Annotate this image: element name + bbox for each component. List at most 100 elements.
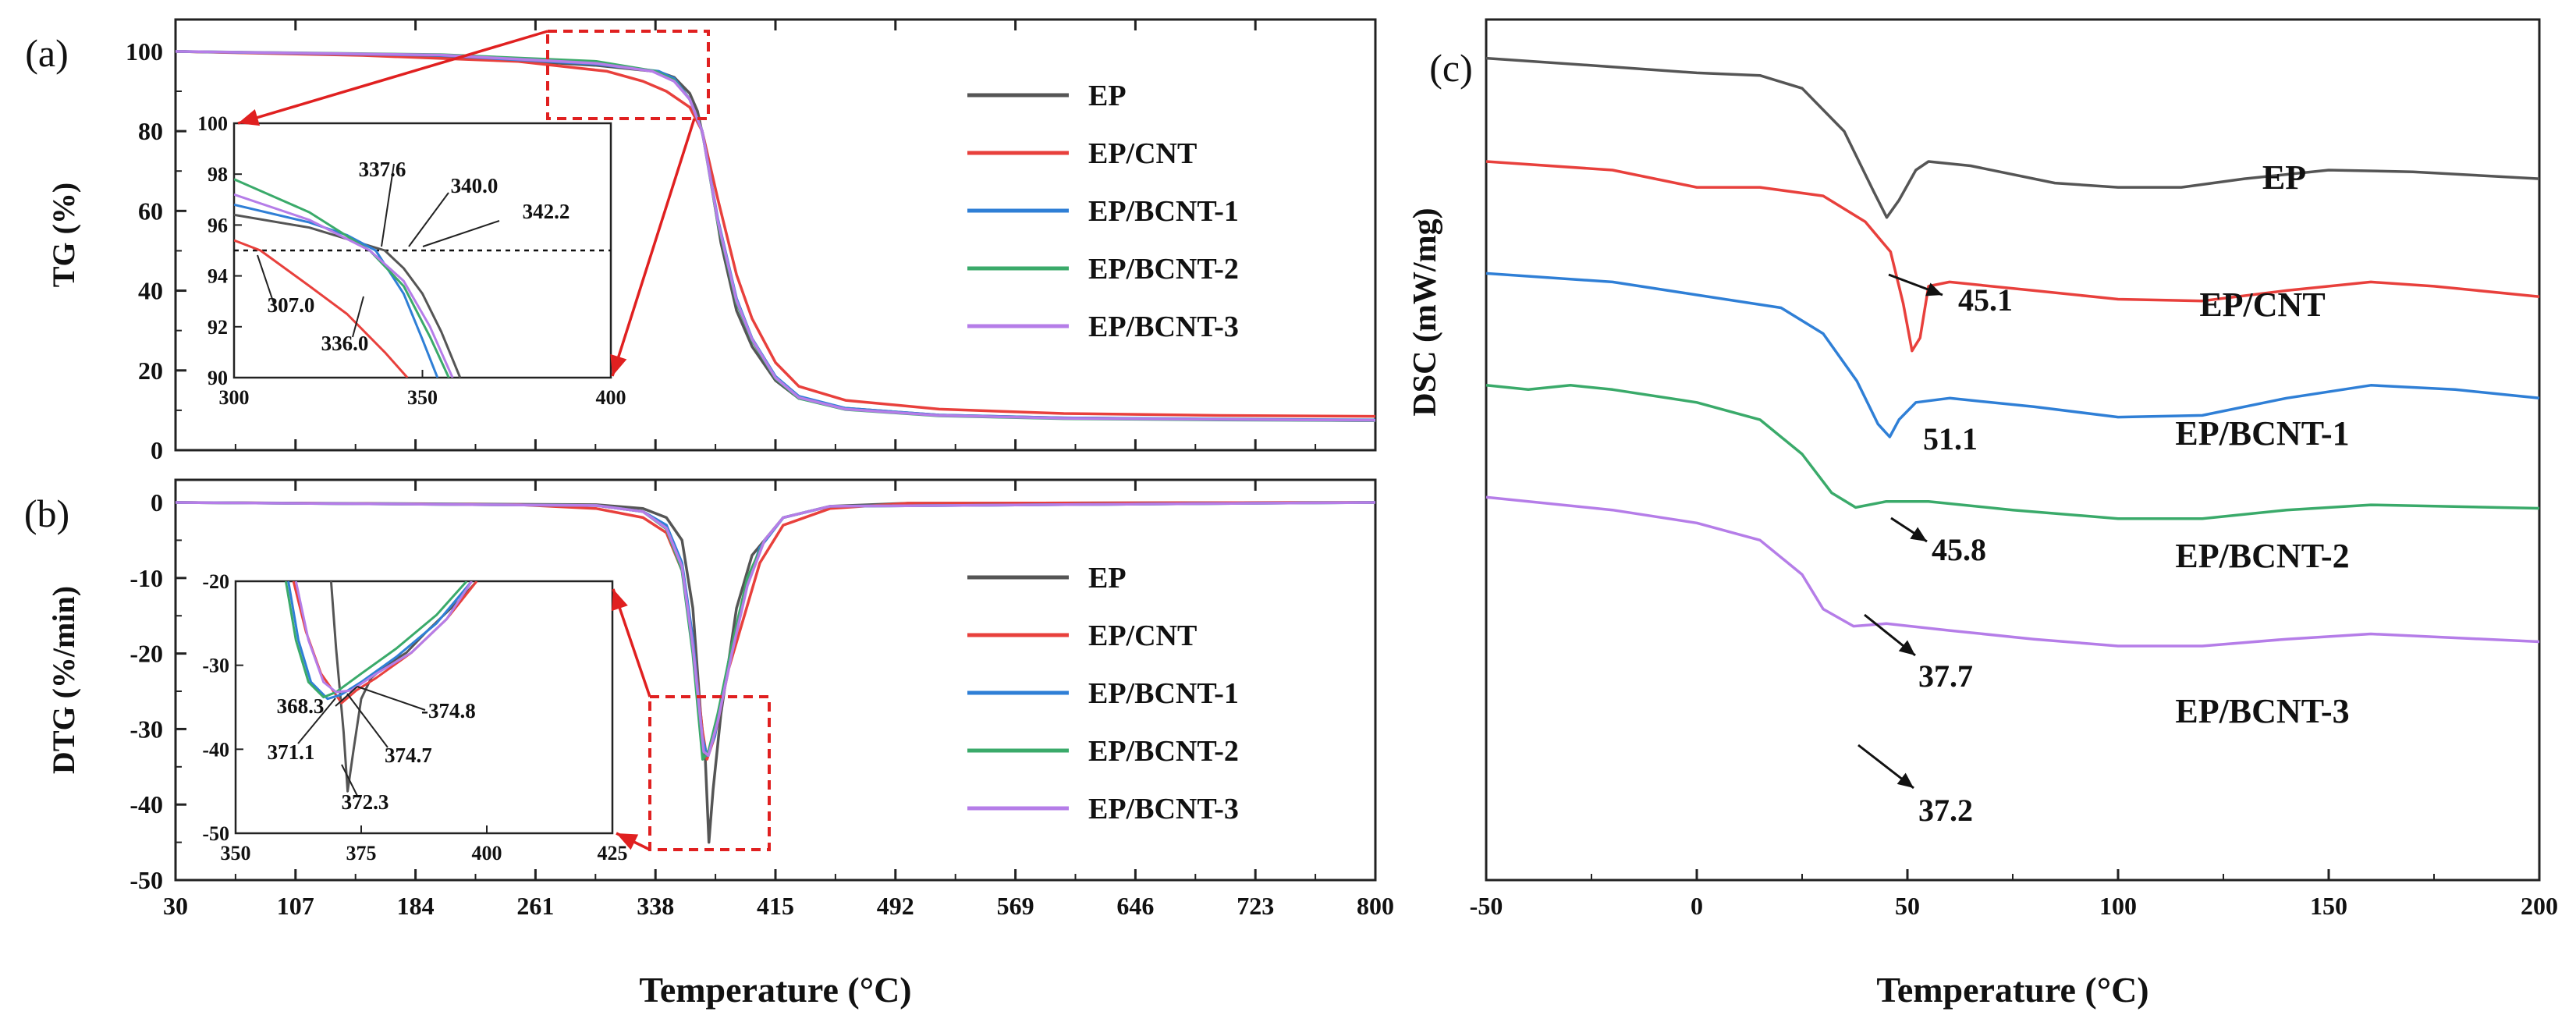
- inset-annotation-leader: [352, 296, 364, 338]
- tg-arrowhead: [1910, 527, 1927, 541]
- inset-x-tick-label: 300: [219, 386, 250, 409]
- legend-label: EP: [1088, 80, 1127, 112]
- zoom-arrowhead: [610, 353, 627, 376]
- y-axis-label: DSC (mW/mg): [1407, 208, 1443, 416]
- inset-frame: [234, 580, 614, 835]
- inset-annotation-leader: [346, 693, 389, 748]
- x-tick-label: 723: [1237, 892, 1274, 920]
- x-tick-label: 184: [397, 892, 435, 920]
- x-tick-label: 150: [2310, 892, 2347, 920]
- curve-label: EP/CNT: [2199, 286, 2325, 324]
- tg-value-label: 45.1: [1958, 282, 2013, 318]
- series-line-ep-bcnt-3: [176, 501, 1375, 758]
- legend-label: EP/BCNT-3: [1088, 311, 1239, 343]
- curve-label: EP: [2262, 158, 2306, 197]
- series-group: [176, 50, 1375, 422]
- inset-series-group: [234, 178, 462, 378]
- panel-tag: (a): [25, 31, 69, 75]
- panel-a-tg: 0 20 40 60 80 100 TG (%) (a) EP EP/CNT EP/BCNT-1 EP…: [25, 18, 1377, 464]
- zoom-arrowhead: [238, 109, 261, 126]
- x-tick-label: 800: [1357, 892, 1394, 920]
- y-tick-label: -50: [130, 866, 163, 894]
- inset-annotation-label: 368.3: [277, 694, 325, 718]
- inset-annotation-leader: [381, 163, 395, 247]
- panel-tag: (c): [1429, 46, 1473, 90]
- y-tick-label: 80: [138, 117, 163, 145]
- tg-arrowhead: [1898, 640, 1915, 655]
- legend-label: EP/CNT: [1088, 137, 1197, 170]
- inset-series-group: [284, 581, 478, 793]
- y-tick-label: 20: [138, 357, 163, 385]
- series-group: [176, 501, 1375, 844]
- inset-series-line: [234, 213, 462, 378]
- y-tick-label: -20: [130, 640, 163, 668]
- tg-value-label: 45.8: [1932, 532, 1986, 567]
- panel-b-dtg: 30 107 184 261 338 415 492 569 646 723 800 0 -10 -20 -…: [24, 478, 1394, 1010]
- x-tick-label: 200: [2521, 892, 2558, 920]
- legend-label: EP/BCNT-2: [1088, 735, 1239, 768]
- inset-annotation-leader: [257, 254, 276, 309]
- inset-series-line: [294, 581, 473, 694]
- inset-annotation-leader: [357, 686, 426, 711]
- x-tick-label: 107: [277, 892, 314, 920]
- series-line-ep-cnt: [176, 501, 1375, 761]
- inset-x-tick-label: 350: [407, 386, 438, 409]
- x-axis-label: Temperature (°C): [1876, 970, 2148, 1010]
- x-tick-label: 50: [1895, 892, 1920, 920]
- inset-y-tick-label: -40: [202, 738, 229, 761]
- series-line-ep-cnt: [1485, 160, 2540, 353]
- inset-annotation-label: 371.1: [268, 740, 315, 764]
- x-tick-label: 0: [1691, 892, 1703, 920]
- inset-series-line: [234, 178, 450, 378]
- series-line-ep-bcnt-3: [176, 50, 1375, 422]
- x-tick-label: -50: [1470, 892, 1503, 920]
- curve-label: EP/BCNT-2: [2175, 537, 2349, 575]
- inset-series-line: [234, 239, 409, 378]
- curve-label: EP/BCNT-3: [2175, 692, 2349, 730]
- inset-annotation-leader: [335, 686, 358, 707]
- y-tick-label: 40: [138, 277, 163, 305]
- series-line-ep-bcnt-3: [1485, 495, 2540, 648]
- zoom-connector: [611, 118, 696, 377]
- inset-x-tick-label: 425: [598, 842, 628, 864]
- inset-annotation-leader: [341, 764, 358, 797]
- inset-y-tick-label: 90: [208, 367, 228, 389]
- legend-label: EP/BCNT-1: [1088, 195, 1239, 228]
- plot-frame: [1485, 18, 2541, 882]
- panel-c-dsc: -50 0 50 100 150 200 DSC (mW/mg) Temperature (°…: [1407, 18, 2558, 1010]
- inset-y-tick-label: 98: [208, 163, 228, 186]
- y-axis-label: TG (%): [46, 183, 81, 287]
- y-axis-label: DTG (%/min): [46, 586, 81, 774]
- x-tick-label: 261: [516, 892, 554, 920]
- inset-annotation-leader: [408, 192, 449, 247]
- y-tick-label: -10: [130, 564, 163, 592]
- inset-y-tick-label: -20: [202, 570, 229, 593]
- series-line-ep-cnt: [176, 50, 1375, 418]
- legend-label: EP/BCNT-2: [1088, 253, 1239, 286]
- inset-y-tick-label: 96: [208, 214, 228, 236]
- series-line-ep-bcnt-2: [1485, 384, 2540, 520]
- x-tick-label: 30: [163, 892, 188, 920]
- x-tick-label: 646: [1116, 892, 1154, 920]
- inset-annotation-label: 336.0: [321, 332, 369, 355]
- tg-value-label: 51.1: [1923, 421, 1978, 456]
- inset-y-tick-label: -50: [202, 822, 229, 845]
- inset-y-tick-label: 92: [208, 316, 228, 339]
- inset-annotation-label: 307.0: [268, 293, 315, 317]
- inset-annotation-label: -374.8: [421, 699, 476, 722]
- inset-x-tick-label: 350: [221, 842, 251, 864]
- inset-annotation-label: 337.6: [359, 158, 406, 181]
- zoom-arrowhead: [616, 833, 639, 850]
- x-tick-label: 492: [877, 892, 914, 920]
- legend-label: EP/BCNT-3: [1088, 793, 1239, 825]
- tg-arrowhead: [1897, 772, 1914, 788]
- y-tick-label: 60: [138, 197, 163, 225]
- inset-y-tick-label: 100: [197, 112, 228, 135]
- inset-x-tick-label: 400: [596, 386, 626, 409]
- series-line-ep: [1485, 56, 2540, 219]
- panel-tag: (b): [24, 492, 69, 535]
- inset-series-line: [234, 203, 439, 378]
- inset-y-tick-label: -30: [202, 655, 229, 677]
- y-tick-label: 0: [151, 436, 163, 464]
